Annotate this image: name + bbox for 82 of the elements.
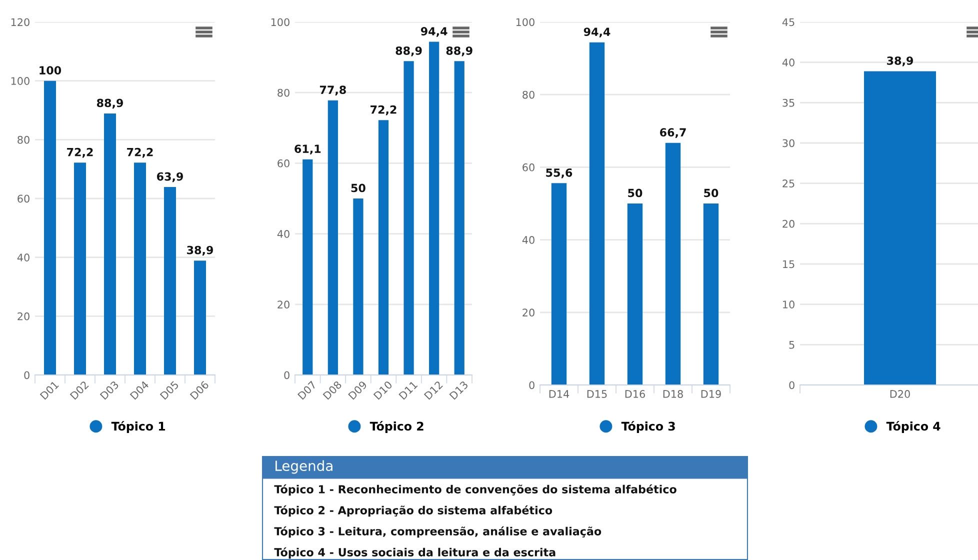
y-tick-label: 5 [789, 341, 794, 349]
bar [302, 159, 313, 375]
x-tick-label: D14 [549, 390, 570, 398]
data-label: 77,8 [320, 86, 346, 96]
legend-label: Tópico 3 [621, 421, 675, 433]
y-tick-label: 25 [782, 180, 794, 188]
y-tick-label: 40 [522, 236, 534, 244]
text: Tópico 1 - Reconhecimento de convenções do sistema alfabético [274, 484, 676, 496]
y-tick-label: 0 [529, 381, 534, 390]
y-tick-label: 40 [17, 254, 30, 262]
y-tick-label: 80 [278, 88, 290, 97]
y-tick-label: 100 [516, 18, 534, 26]
bar [74, 162, 86, 375]
bar [429, 42, 440, 375]
y-tick-label: 80 [18, 136, 30, 144]
x-tick-label: D19 [701, 390, 721, 398]
y-tick-label: 20 [18, 312, 30, 320]
y-tick-label: 40 [782, 58, 794, 66]
data-label: 94,4 [584, 28, 610, 38]
data-label: 88,9 [446, 46, 472, 56]
y-tick-label: 45 [782, 18, 794, 26]
y-tick-label: 20 [782, 220, 794, 228]
bar [134, 162, 146, 375]
y-tick-label: 30 [782, 139, 794, 148]
x-tick-label: D16 [625, 390, 645, 398]
y-tick-label: 35 [782, 98, 794, 107]
data-label: 61,1 [294, 144, 321, 154]
data-label: 66,7 [660, 128, 686, 138]
x-tick-label: D15 [587, 390, 607, 398]
text: Tópico 4 - Usos sociais da leitura e da escrita [274, 547, 556, 559]
bar [378, 120, 389, 375]
bar [328, 100, 338, 375]
x-tick-label: D20 [890, 390, 910, 398]
data-label: 50 [628, 188, 642, 198]
bar [353, 198, 364, 375]
text: Tópico 2 - Apropriação do sistema alfabético [274, 505, 552, 517]
data-label: 72,2 [370, 105, 396, 116]
data-label: 55,6 [546, 168, 572, 178]
y-tick-label: 20 [522, 308, 534, 317]
y-tick-label: 80 [522, 90, 534, 99]
y-tick-label: 100 [271, 18, 290, 26]
bar [627, 204, 643, 385]
y-tick-label: 60 [278, 159, 290, 168]
bar [194, 260, 206, 375]
y-tick-label: 0 [789, 381, 794, 390]
data-label: 72,2 [67, 148, 93, 158]
data-label: 88,9 [96, 98, 123, 109]
data-label: 50 [704, 188, 718, 198]
bar [703, 204, 719, 385]
legend-label: Tópico 1 [111, 421, 166, 433]
bar [665, 142, 681, 385]
data-label: 38,9 [187, 246, 213, 256]
y-tick-label: 20 [278, 300, 290, 309]
bar [589, 42, 605, 385]
bar [44, 80, 56, 375]
y-tick-label: 10 [783, 300, 794, 308]
legend-label: Tópico 4 [886, 421, 940, 433]
bar [404, 61, 414, 375]
y-tick-label: 60 [18, 194, 30, 203]
data-label: 38,9 [887, 56, 913, 66]
data-label: 100 [40, 66, 62, 75]
y-tick-label: 100 [11, 77, 30, 85]
y-tick-label: 40 [277, 230, 290, 238]
y-tick-label: 120 [11, 18, 30, 26]
y-tick-label: 15 [783, 260, 794, 268]
y-tick-label: 60 [522, 163, 534, 172]
y-tick-label: 0 [24, 371, 30, 380]
bar [551, 183, 567, 385]
bar [104, 113, 116, 375]
legend-label: Tópico 2 [370, 421, 424, 433]
data-label: 94,4 [420, 27, 448, 37]
y-tick-label: 0 [284, 371, 290, 380]
x-tick-label: D11 [398, 380, 418, 400]
text: Legenda [276, 460, 332, 474]
data-label: 88,9 [396, 46, 422, 56]
bar [164, 187, 176, 375]
data-label: 63,9 [156, 172, 183, 182]
x-tick-label: D18 [663, 390, 683, 398]
data-label: 72,2 [127, 148, 153, 158]
data-label: 50 [351, 184, 366, 192]
bar [454, 61, 464, 375]
text: Tópico 3 - Leitura, compreensão, análise e avaliação [274, 526, 602, 538]
